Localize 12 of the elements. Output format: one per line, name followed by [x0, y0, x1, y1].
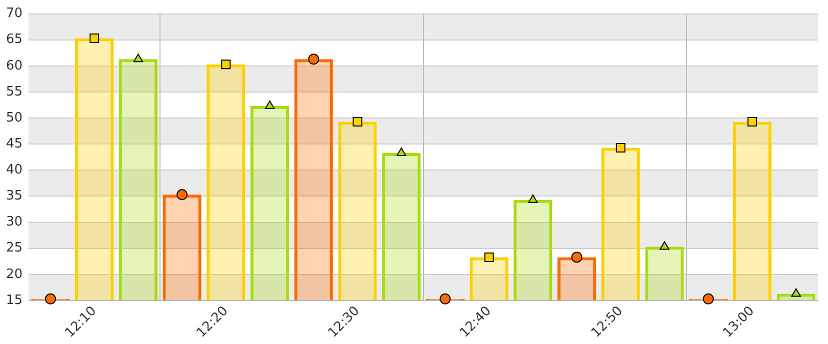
y-tick-label: 50 [6, 110, 23, 126]
y-tick-label: 20 [6, 266, 23, 282]
y-tick-label: 55 [6, 84, 23, 100]
y-tick-label: 30 [6, 214, 23, 230]
y-tick-label: 15 [6, 292, 23, 308]
y-tick-label: 35 [6, 188, 23, 204]
y-tick-label: 70 [6, 6, 23, 22]
y-tick-label: 45 [6, 136, 23, 152]
y-tick-label: 40 [6, 162, 23, 178]
y-tick-label: 25 [6, 240, 23, 256]
y-tick-label: 60 [6, 58, 23, 74]
y-tick-label: 65 [6, 32, 23, 48]
